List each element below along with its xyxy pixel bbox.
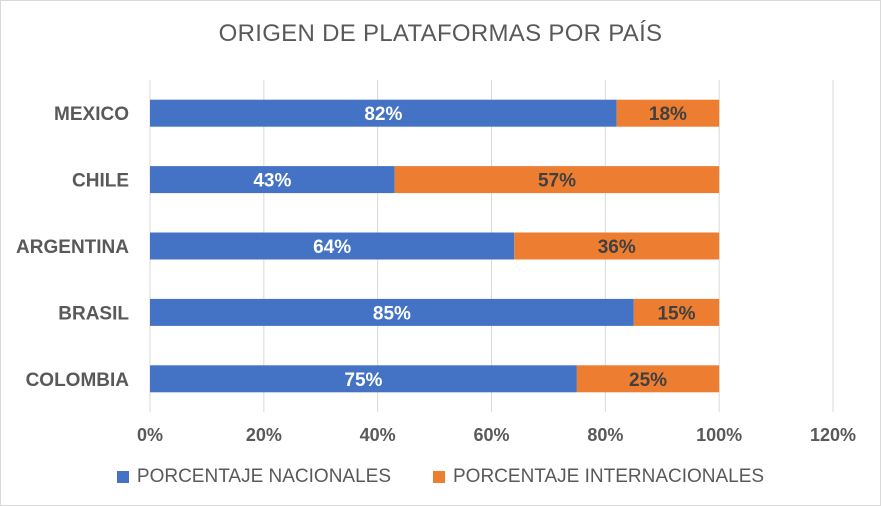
x-tick-label: 80%	[587, 425, 623, 445]
chart-title: ORIGEN DE PLATAFORMAS POR PAÍS	[218, 20, 663, 47]
category-label: BRASIL	[58, 303, 129, 324]
bar-segment-nacionales	[150, 166, 395, 194]
data-label: 36%	[598, 237, 636, 258]
bar-segment-internacionales	[394, 166, 720, 194]
legend-swatch-internacionales	[433, 471, 445, 483]
data-label: 15%	[657, 303, 695, 324]
legend-label-internacionales: PORCENTAJE INTERNACIONALES	[453, 466, 765, 487]
data-label: 43%	[253, 171, 291, 192]
data-label: 82%	[364, 104, 402, 125]
bar-segment-internacionales	[616, 99, 720, 127]
data-label: 18%	[649, 104, 687, 125]
data-label: 85%	[373, 303, 411, 324]
data-label: 57%	[538, 171, 576, 192]
bar-segment-nacionales	[150, 365, 577, 393]
bar-segment-internacionales	[514, 232, 720, 260]
data-label: 25%	[629, 370, 667, 391]
bar-segment-nacionales	[150, 298, 634, 326]
category-label: CHILE	[72, 171, 129, 192]
category-label: MEXICO	[54, 104, 129, 125]
bar-segment-internacionales	[633, 298, 720, 326]
x-tick-label: 100%	[696, 425, 742, 445]
category-label: ARGENTINA	[16, 237, 129, 258]
data-label: 75%	[344, 370, 382, 391]
legend: PORCENTAJE NACIONALES PORCENTAJE INTERNA…	[0, 466, 881, 488]
bar-segment-nacionales	[150, 99, 617, 127]
bar-segment-internacionales	[576, 365, 720, 393]
data-label: 64%	[313, 237, 351, 258]
category-label: COLOMBIA	[26, 370, 130, 391]
legend-swatch-nacionales	[116, 471, 129, 483]
legend-item-internacionales: PORCENTAJE INTERNACIONALES	[433, 466, 764, 488]
x-tick-label: 0%	[137, 425, 163, 445]
bar-segment-nacionales	[150, 232, 515, 260]
x-tick-label: 40%	[360, 425, 396, 445]
legend-item-nacionales: PORCENTAJE NACIONALES	[116, 466, 391, 488]
x-tick-label: 120%	[810, 425, 856, 445]
legend-label-nacionales: PORCENTAJE NACIONALES	[136, 466, 391, 487]
x-tick-label: 20%	[246, 425, 282, 445]
x-tick-label: 60%	[473, 425, 509, 445]
